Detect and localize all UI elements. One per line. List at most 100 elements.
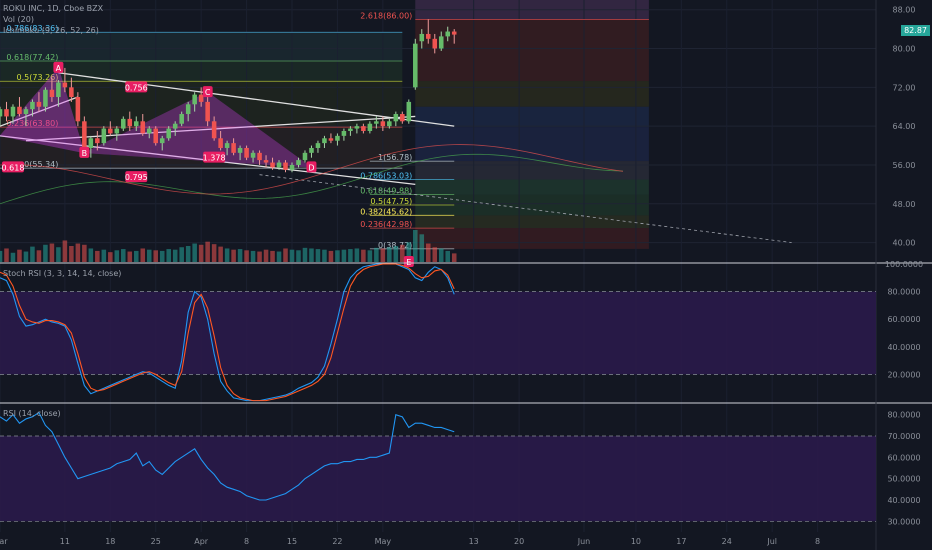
- candle-body: [95, 138, 100, 144]
- volume-bar: [413, 230, 418, 262]
- price-tick-label: 56.00: [893, 161, 916, 170]
- volume-bar: [380, 248, 386, 262]
- candle-body: [231, 143, 236, 153]
- candle-body: [127, 118, 133, 127]
- pattern-triangle-bcd: [83, 91, 313, 168]
- fib-level-label: 0.618(77.42): [6, 53, 58, 62]
- candle-body: [263, 160, 269, 163]
- candle-body: [108, 128, 113, 134]
- volume-bar: [75, 243, 81, 262]
- rsi-tick-label: 80.0000: [887, 411, 920, 420]
- candle-body: [166, 128, 171, 139]
- volume-bar: [425, 243, 431, 262]
- volume-legend[interactable]: Vol (20): [3, 15, 34, 24]
- volume-bar: [159, 250, 165, 262]
- candle-body: [17, 106, 22, 115]
- candle-body: [250, 152, 256, 158]
- candle-body: [289, 164, 295, 170]
- volume-bar: [205, 241, 210, 262]
- candle-body: [0, 109, 3, 117]
- fib-level-label: 0(38.72): [378, 241, 412, 250]
- stoch-rsi-series-line: [0, 263, 455, 402]
- rsi-tick-label: 50.0000: [887, 475, 920, 484]
- volume-bar: [237, 249, 243, 262]
- chart-legend: ROKU INC, 1D, Cboe BZX Vol (20) Ichimoku…: [3, 3, 103, 36]
- last-price-badge: 82.87: [901, 25, 930, 36]
- ichimoku-span-a: [0, 153, 623, 205]
- candle-body: [30, 101, 35, 110]
- pattern-ratio-box: [125, 171, 148, 183]
- fib-zone-6: [415, 179, 649, 195]
- stoch-rsi-legend[interactable]: Stoch RSI (3, 3, 14, 14, close): [3, 269, 122, 278]
- time-tick-label: 13: [469, 537, 479, 546]
- volume-bar: [224, 248, 230, 262]
- volume-bar: [315, 249, 321, 262]
- rsi-tick-label: 30.0000: [887, 517, 920, 526]
- time-tick-label: 15: [287, 537, 297, 546]
- volume-bar: [192, 243, 197, 262]
- volume-bar: [121, 249, 126, 262]
- price-tick-label: 40.00: [893, 239, 916, 248]
- volume-bar: [309, 248, 314, 262]
- volume-bar: [82, 244, 87, 262]
- candle-body: [387, 121, 392, 127]
- volume-bar: [49, 243, 55, 262]
- volume-bar: [445, 250, 451, 262]
- volume-bar: [283, 248, 288, 262]
- time-tick-label: 10: [631, 537, 641, 546]
- candle-body: [367, 123, 373, 131]
- candle-body: [425, 33, 431, 39]
- volume-bar: [10, 252, 16, 262]
- time-tick-label: 18: [105, 537, 115, 546]
- price-tick-label: 88.00: [893, 6, 916, 15]
- ichimoku-legend[interactable]: Ichimoku (9, 26, 52, 26): [3, 26, 99, 35]
- volume-bar: [263, 249, 269, 262]
- volume-bar: [30, 246, 35, 262]
- pattern-point-marker: [403, 256, 414, 267]
- candle-body: [400, 114, 405, 122]
- rsi-legend[interactable]: RSI (14, close): [3, 409, 61, 418]
- ichimoku-span-b: [0, 144, 623, 195]
- candle-body: [218, 138, 223, 148]
- pattern-point-label: D: [308, 163, 314, 172]
- pattern-point-marker: [202, 86, 213, 98]
- fib-zone-9: [415, 228, 649, 249]
- rsi-tick-label: 60.0000: [887, 453, 920, 462]
- pattern-ratio-label: 1.378: [203, 154, 226, 163]
- fib-level-label: 0.5(47.75): [370, 197, 412, 206]
- pattern-ratio-label: 0.795: [125, 173, 148, 182]
- time-tick-label: Jul: [766, 537, 777, 546]
- volume-bar: [179, 247, 184, 262]
- volume-bar: [43, 244, 48, 262]
- volume-bar: [406, 242, 412, 262]
- time-tick-label: Jun: [577, 537, 591, 546]
- stoch-rsi-tick-label: 60.0000: [887, 315, 920, 324]
- pattern-ratio-box: [1, 161, 24, 173]
- time-tick-label: Mar: [0, 537, 8, 546]
- candle-body: [380, 121, 386, 127]
- volume-bar: [172, 249, 178, 262]
- volume-bar: [69, 246, 74, 262]
- symbol-title[interactable]: ROKU INC, 1D, Cboe BZX: [3, 4, 104, 13]
- stoch-rsi-band: [0, 291, 876, 375]
- volume-bar: [348, 249, 353, 262]
- rsi-band: [0, 436, 876, 522]
- candle-body: [133, 121, 139, 127]
- fib-level-label: 0(55.34): [24, 160, 58, 169]
- candle-body: [438, 36, 444, 49]
- pattern-ratio-label: 0.756: [125, 83, 148, 92]
- candle-body: [179, 114, 184, 124]
- price-tick-label: 72.00: [893, 83, 916, 92]
- volume-bar: [335, 250, 340, 262]
- volume-bar: [400, 244, 405, 262]
- candle-body: [419, 33, 425, 42]
- candle-body: [276, 162, 282, 168]
- stoch-rsi-tick-label: 40.0000: [887, 343, 920, 352]
- volume-bar: [451, 253, 457, 262]
- volume-bar: [393, 246, 399, 262]
- candle-body: [341, 131, 347, 136]
- time-tick-label: 20: [514, 537, 524, 546]
- volume-bar: [341, 249, 347, 262]
- time-tick-label: 24: [722, 537, 732, 546]
- volume-bar: [0, 250, 3, 262]
